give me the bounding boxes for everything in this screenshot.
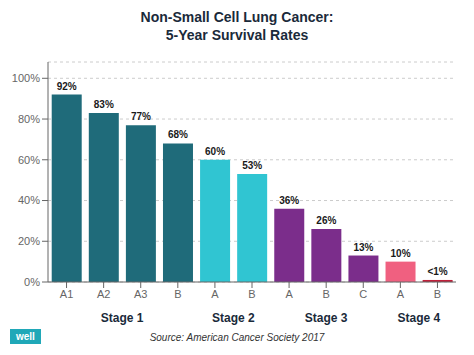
svg-text:Stage 2: Stage 2 — [212, 311, 255, 325]
svg-text:68%: 68% — [168, 129, 188, 140]
svg-text:77%: 77% — [131, 111, 151, 122]
svg-text:83%: 83% — [94, 99, 114, 110]
html-text:Non-Small Cell Lung Cancer: 5-: Non-Small Cell Lung Cancer: 5-Year Survi… — [140, 9, 334, 43]
svg-text:B: B — [248, 288, 255, 300]
svg-text:60%: 60% — [18, 154, 40, 166]
svg-text:A: A — [397, 288, 405, 300]
svg-text:A2: A2 — [97, 288, 110, 300]
svg-text:20%: 20% — [18, 235, 40, 247]
svg-text:A3: A3 — [134, 288, 147, 300]
svg-text:53%: 53% — [242, 160, 262, 171]
svg-text:Stage 3: Stage 3 — [305, 311, 348, 325]
svg-text:Stage 4: Stage 4 — [398, 311, 441, 325]
svg-text:13%: 13% — [353, 242, 373, 253]
svg-text:60%: 60% — [205, 146, 225, 157]
svg-text:B: B — [174, 288, 181, 300]
svg-text:100%: 100% — [12, 72, 40, 84]
svg-text:A1: A1 — [60, 288, 73, 300]
svg-text:36%: 36% — [279, 195, 299, 206]
svg-text:40%: 40% — [18, 194, 40, 206]
svg-text:80%: 80% — [18, 113, 40, 125]
svg-text:A: A — [211, 288, 219, 300]
svg-text:<1%: <1% — [427, 266, 447, 277]
svg-text:B: B — [434, 288, 441, 300]
html-text:Source: American Cancer Societ: Source: American Cancer Society 2017 — [149, 332, 325, 343]
svg-text:Stage 1: Stage 1 — [101, 311, 144, 325]
html-text:well: well — [16, 331, 35, 342]
svg-text:10%: 10% — [391, 248, 411, 259]
svg-text:0%: 0% — [24, 276, 40, 288]
svg-text:26%: 26% — [316, 215, 336, 226]
svg-text:C: C — [359, 288, 367, 300]
svg-text:B: B — [323, 288, 330, 300]
svg-text:A: A — [285, 288, 293, 300]
svg-text:92%: 92% — [57, 81, 77, 92]
